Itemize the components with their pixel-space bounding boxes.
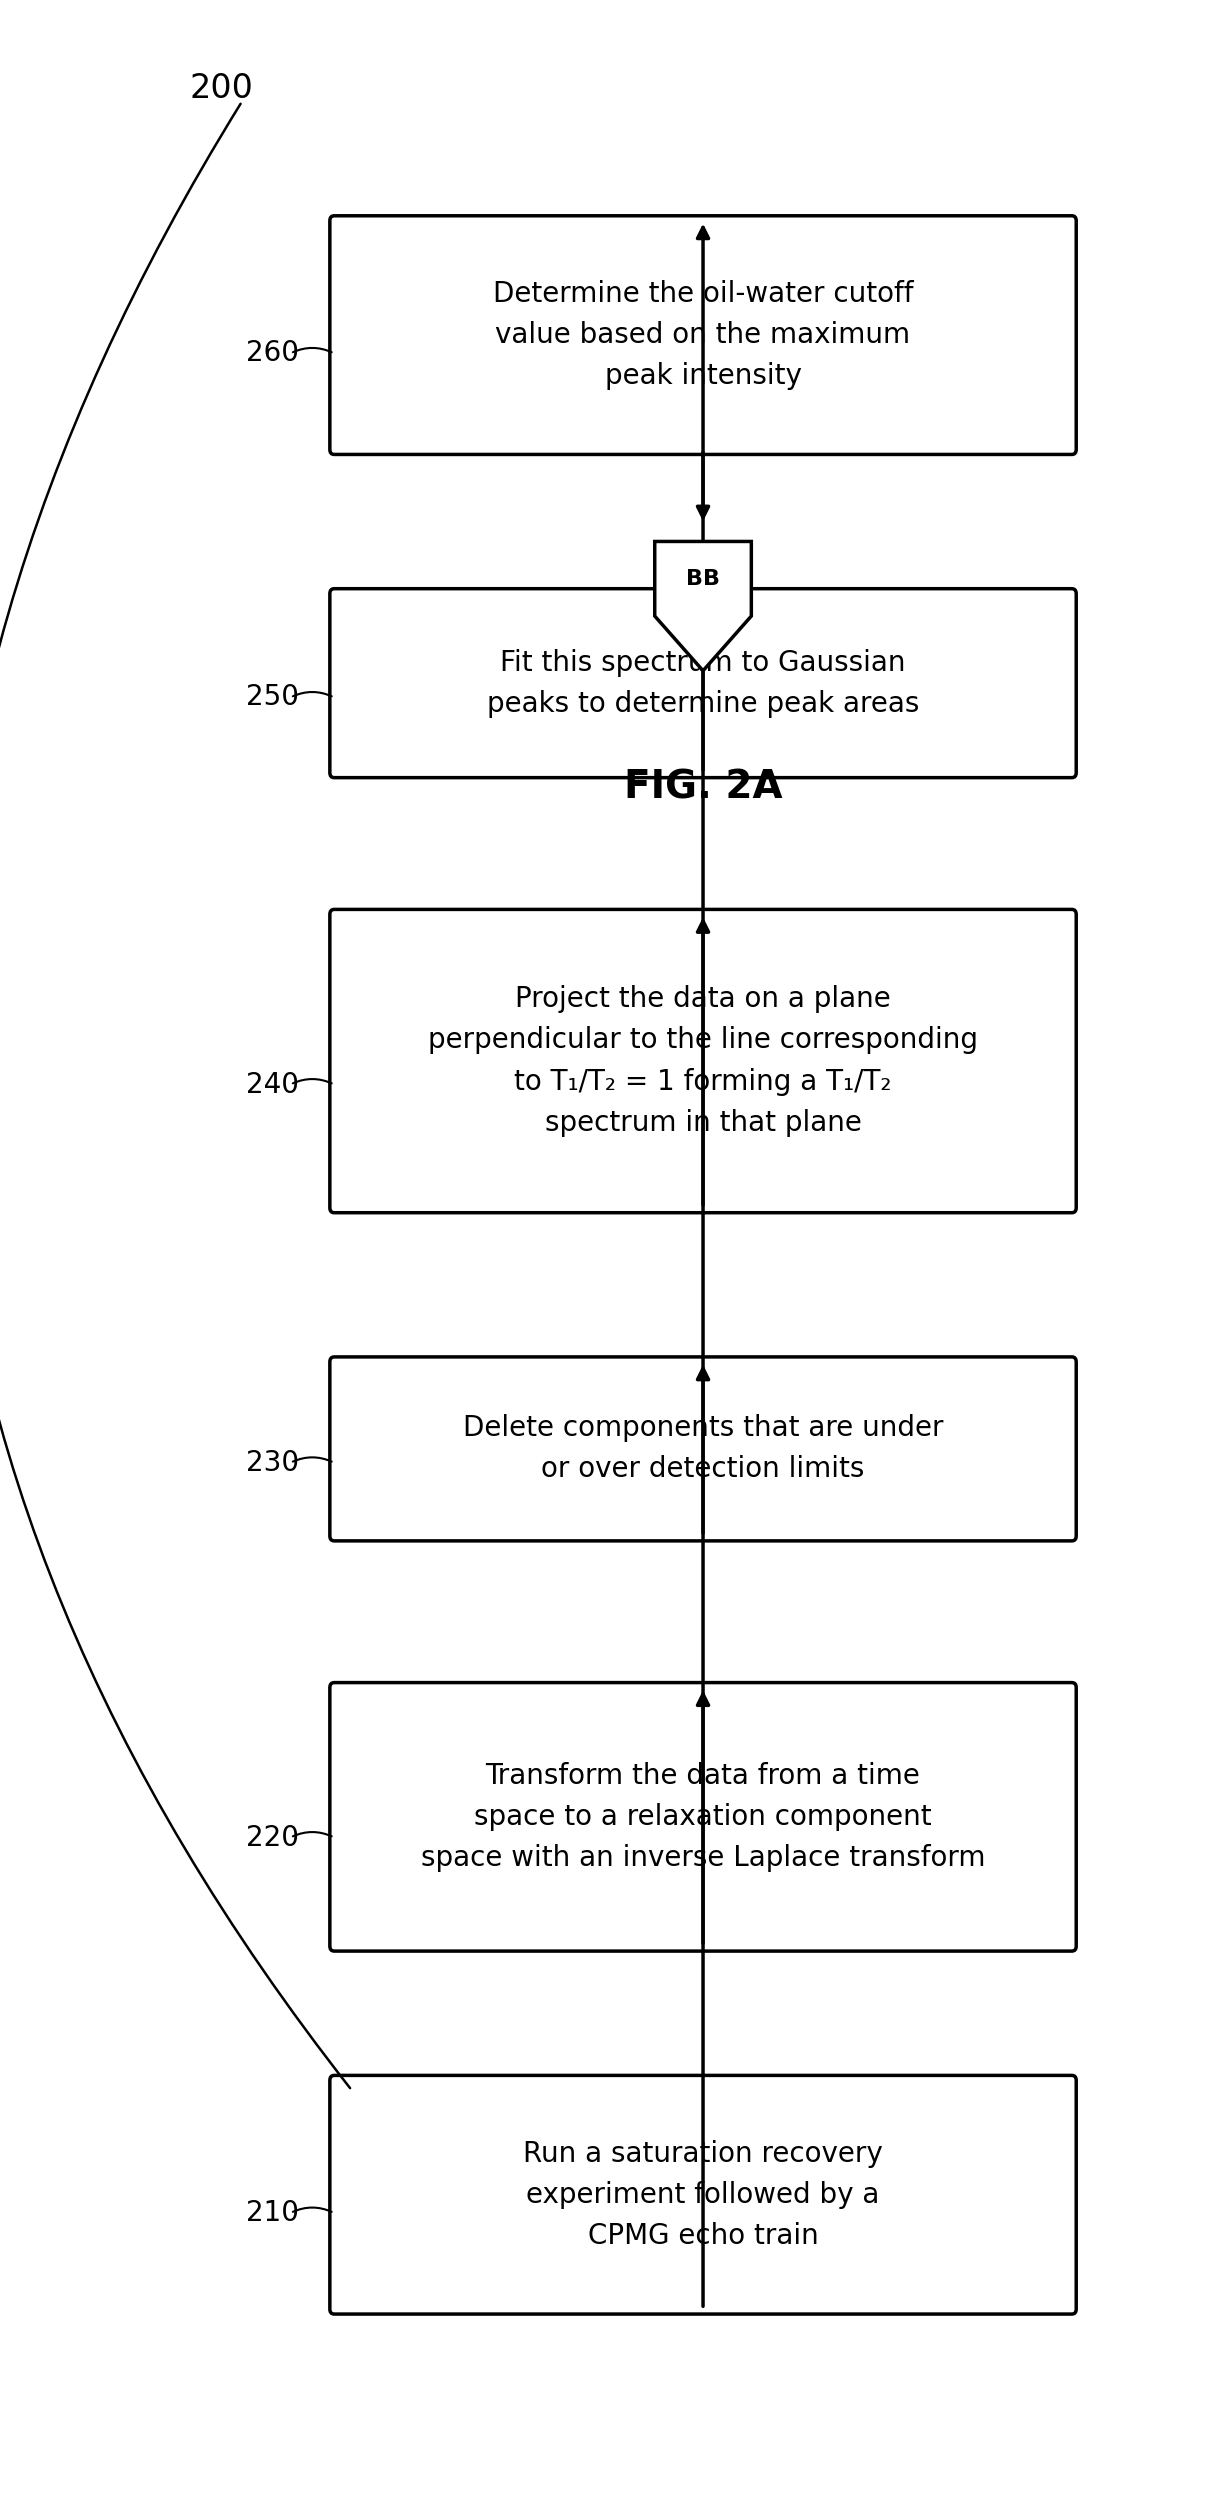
Text: Determine the oil-water cutoff
value based on the maximum
peak intensity: Determine the oil-water cutoff value bas…	[493, 280, 913, 390]
FancyBboxPatch shape	[330, 215, 1077, 455]
Text: Run a saturation recovery
experiment followed by a
CPMG echo train: Run a saturation recovery experiment fol…	[523, 2139, 883, 2249]
Text: Delete components that are under
or over detection limits: Delete components that are under or over…	[463, 1414, 943, 1484]
FancyBboxPatch shape	[330, 588, 1077, 778]
Text: 200: 200	[189, 73, 254, 105]
Text: 260: 260	[246, 340, 300, 368]
Text: 210: 210	[246, 2199, 300, 2227]
Text: BB: BB	[686, 568, 720, 588]
Text: 220: 220	[246, 1824, 300, 1851]
FancyBboxPatch shape	[330, 1356, 1077, 1541]
Text: 240: 240	[246, 1071, 300, 1098]
Text: FIG. 2A: FIG. 2A	[624, 768, 782, 806]
FancyBboxPatch shape	[330, 2074, 1077, 2314]
Text: 230: 230	[246, 1449, 300, 1476]
Text: Fit this spectrum to Gaussian
peaks to determine peak areas: Fit this spectrum to Gaussian peaks to d…	[487, 648, 919, 718]
FancyBboxPatch shape	[330, 908, 1077, 1213]
Polygon shape	[654, 540, 751, 671]
Text: Transform the data from a time
space to a relaxation component
space with an inv: Transform the data from a time space to …	[421, 1761, 986, 1871]
Text: 250: 250	[246, 683, 300, 711]
FancyBboxPatch shape	[330, 1681, 1077, 1952]
Text: Project the data on a plane
perpendicular to the line corresponding
to T₁/T₂ = 1: Project the data on a plane perpendicula…	[429, 986, 978, 1136]
